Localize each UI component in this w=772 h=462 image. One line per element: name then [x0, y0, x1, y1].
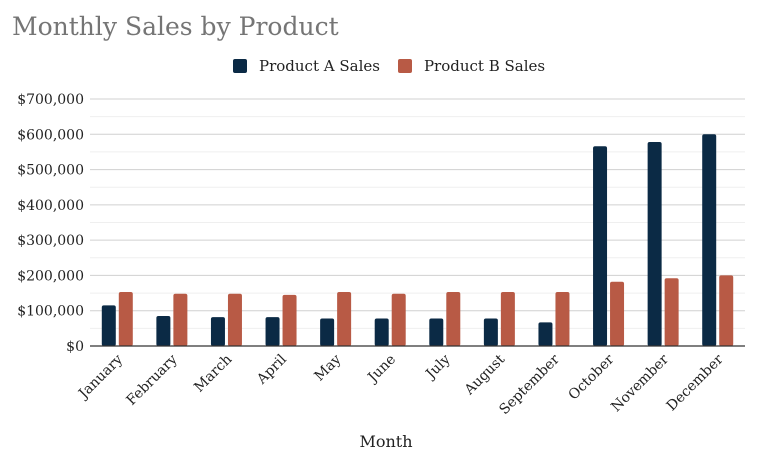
- x-tick-label: February: [124, 351, 181, 408]
- y-tick-label: $300,000: [17, 233, 84, 249]
- x-tick-label: October: [566, 351, 618, 403]
- bar-product-a-august: [483, 318, 498, 346]
- legend-label-product-a: Product A Sales: [259, 57, 380, 75]
- y-tick-label: $400,000: [17, 198, 84, 214]
- bar-product-b-november: [664, 278, 679, 346]
- bar-product-a-may: [320, 318, 335, 346]
- x-tick-label: January: [75, 351, 127, 403]
- bar-product-a-february: [156, 316, 171, 346]
- x-tick-label: November: [608, 351, 672, 415]
- bar-product-b-march: [227, 293, 242, 346]
- x-tick-label: July: [422, 351, 454, 383]
- bar-product-a-june: [374, 318, 389, 346]
- y-tick-label: $0: [66, 339, 84, 355]
- legend-swatch-product-b: [397, 59, 412, 73]
- y-tick-label: $100,000: [17, 304, 84, 320]
- y-tick-label: $700,000: [17, 92, 84, 108]
- bar-product-a-july: [429, 318, 444, 346]
- bar-product-a-september: [538, 322, 553, 346]
- y-tick-label: $500,000: [17, 163, 84, 179]
- bar-product-b-april: [282, 294, 297, 346]
- bar-product-b-september: [555, 292, 570, 346]
- legend: Product A Sales Product B Sales: [233, 57, 563, 75]
- bar-product-b-february: [173, 293, 188, 346]
- bar-product-a-november: [647, 142, 662, 346]
- bar-product-b-july: [446, 292, 461, 346]
- legend-item-product-b: Product B Sales: [397, 57, 546, 75]
- x-axis-label: Month: [359, 432, 413, 451]
- legend-item-product-a: Product A Sales: [233, 57, 380, 75]
- y-tick-label: $600,000: [17, 127, 84, 143]
- bar-product-a-april: [265, 317, 280, 346]
- bar-product-b-august: [500, 292, 515, 346]
- bar-product-a-march: [210, 317, 225, 346]
- chart-title: Monthly Sales by Product: [12, 12, 339, 41]
- x-tick-label: May: [312, 351, 345, 384]
- bar-product-a-december: [702, 134, 717, 346]
- bar-product-b-october: [610, 281, 625, 346]
- x-tick-label: March: [191, 352, 235, 396]
- bar-product-b-december: [719, 275, 734, 346]
- x-tick-label: April: [253, 351, 290, 388]
- x-tick-label: June: [364, 352, 399, 387]
- y-tick-label: $200,000: [17, 268, 84, 284]
- legend-swatch-product-a: [233, 59, 247, 73]
- bar-product-a-october: [593, 146, 608, 346]
- bar-product-a-january: [101, 305, 116, 346]
- bar-product-b-june: [391, 293, 406, 346]
- legend-label-product-b: Product B Sales: [423, 57, 546, 75]
- bar-product-b-may: [337, 292, 352, 346]
- x-tick-label: August: [461, 351, 509, 399]
- bar-product-b-january: [118, 292, 133, 346]
- x-tick-label: December: [664, 351, 727, 414]
